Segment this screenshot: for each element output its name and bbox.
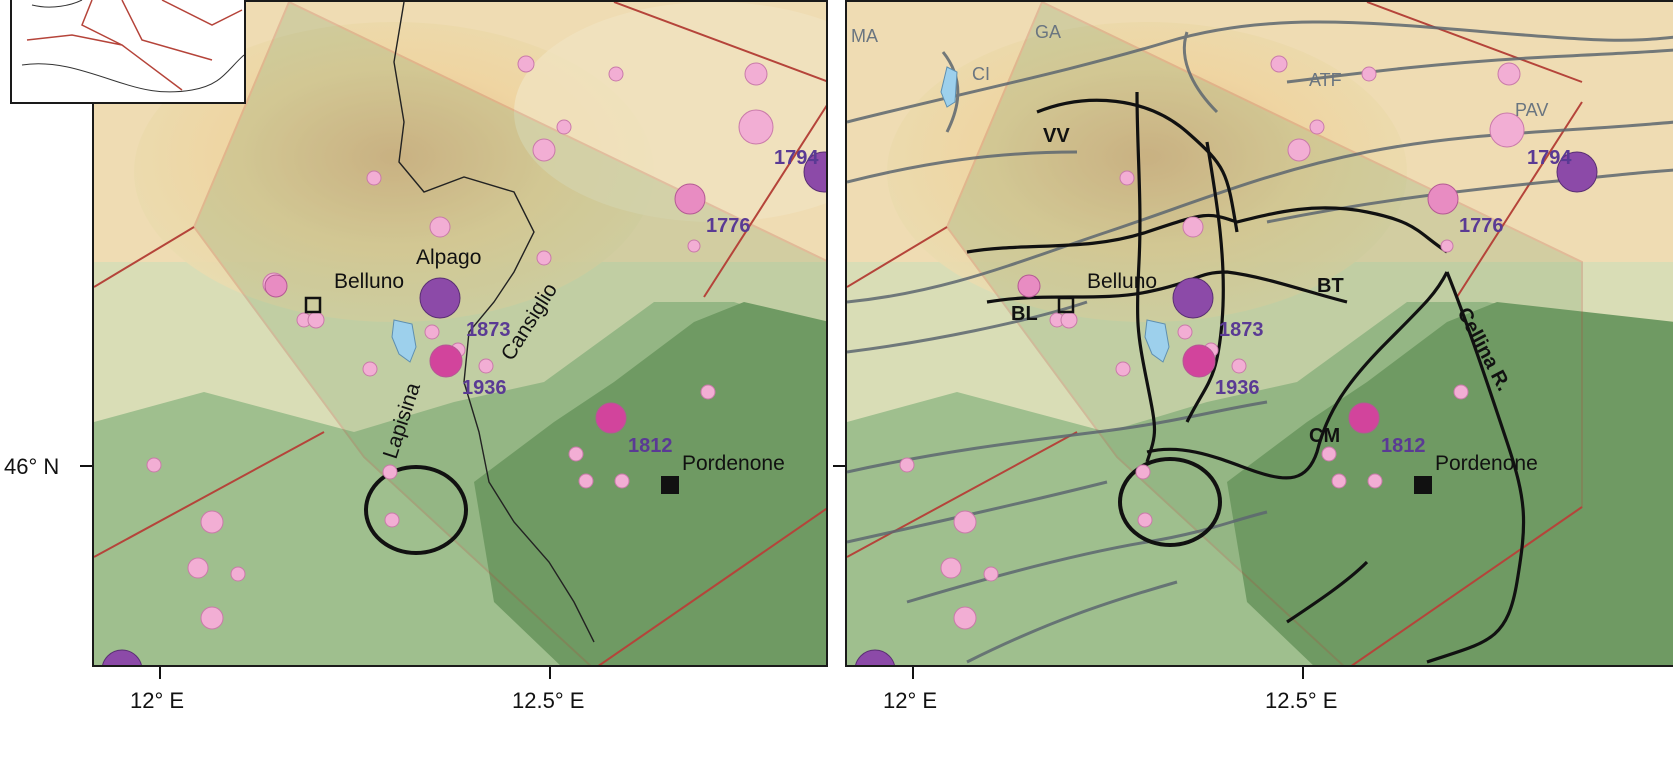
pordenone-marker — [1414, 476, 1432, 494]
belluno-label: Belluno — [334, 270, 404, 293]
lon-tick-125-right — [1302, 667, 1304, 679]
lake-santa-croce — [1144, 319, 1170, 363]
lake-north — [940, 66, 958, 108]
zone-borders — [94, 2, 826, 665]
year-1794-label: 1794 — [1527, 147, 1572, 169]
locator-inset — [10, 0, 246, 104]
inset-coastline — [21, 54, 244, 93]
pordenone-label: Pordenone — [682, 452, 785, 475]
fault-ma-label: MA — [851, 26, 878, 46]
river — [393, 2, 595, 643]
lon-tick-125-left — [549, 667, 551, 679]
year-1936-label: 1936 — [1215, 377, 1260, 399]
zone-borders — [847, 2, 1583, 665]
inset-zones — [26, 0, 243, 91]
pordenone-label: Pordenone — [1435, 452, 1538, 475]
right-map-canvas: MA GA CI ATF PAV VV BL BT CM 1794 1776 1… — [847, 2, 1673, 665]
belluno-label: Belluno — [1087, 270, 1157, 293]
highlight-circle — [1118, 457, 1222, 547]
inset-map — [21, 0, 244, 93]
fault-pav-label: PAV — [1515, 100, 1548, 120]
year-1812-label: 1812 — [1381, 435, 1426, 457]
lat-tick-left — [80, 465, 92, 467]
fault-bt-label: BT — [1317, 275, 1344, 297]
pordenone-marker — [661, 476, 679, 494]
left-map-panel: 1794 1776 1873 1936 1812 Alpago Belluno … — [92, 0, 828, 667]
lon-label-12-right: 12° E — [883, 688, 938, 713]
belluno-marker — [1057, 296, 1075, 314]
year-1812-label: 1812 — [628, 435, 673, 457]
lon-tick-12-left — [159, 667, 161, 679]
fault-cm-label: CM — [1309, 425, 1340, 447]
lake-santa-croce — [391, 319, 417, 363]
medium-earthquakes — [1017, 183, 1459, 434]
alpago-label: Alpago — [416, 246, 481, 269]
medium-earthquakes — [264, 183, 706, 434]
fault-vv-label: VV — [1043, 125, 1070, 147]
year-1936-label: 1936 — [462, 377, 507, 399]
lat-tick-right — [833, 465, 845, 467]
lon-label-125-left: 12.5° E — [512, 688, 585, 713]
highlight-circle — [364, 465, 468, 555]
belluno-marker — [304, 296, 322, 314]
fault-atf-label: ATF — [1309, 70, 1342, 90]
year-1776-label: 1776 — [706, 215, 751, 237]
year-1794-label: 1794 — [774, 147, 819, 169]
year-1776-label: 1776 — [1459, 215, 1504, 237]
year-1873-label: 1873 — [466, 319, 511, 341]
inset-border — [31, 0, 83, 8]
small-earthquakes — [899, 55, 1525, 630]
terrain-plain — [474, 302, 826, 665]
large-earthquakes — [855, 151, 1598, 665]
right-map-panel: MA GA CI ATF PAV VV BL BT CM 1794 1776 1… — [845, 0, 1673, 667]
fault-bl-label: BL — [1011, 303, 1038, 325]
year-1873-label: 1873 — [1219, 319, 1264, 341]
fault-ci-label: CI — [972, 64, 990, 84]
lon-label-12-left: 12° E — [130, 688, 185, 713]
left-map-canvas: 1794 1776 1873 1936 1812 Alpago Belluno … — [94, 2, 826, 665]
lat-label-46n: 46° N — [4, 454, 60, 479]
terrain-northeast — [514, 2, 826, 222]
lon-tick-12-right — [912, 667, 914, 679]
fault-ga-label: GA — [1035, 22, 1061, 42]
local-faults — [966, 91, 1526, 664]
terrain-plain — [1227, 302, 1673, 665]
large-earthquakes — [102, 151, 826, 665]
small-earthquakes — [146, 55, 774, 630]
lon-label-125-right: 12.5° E — [1265, 688, 1338, 713]
